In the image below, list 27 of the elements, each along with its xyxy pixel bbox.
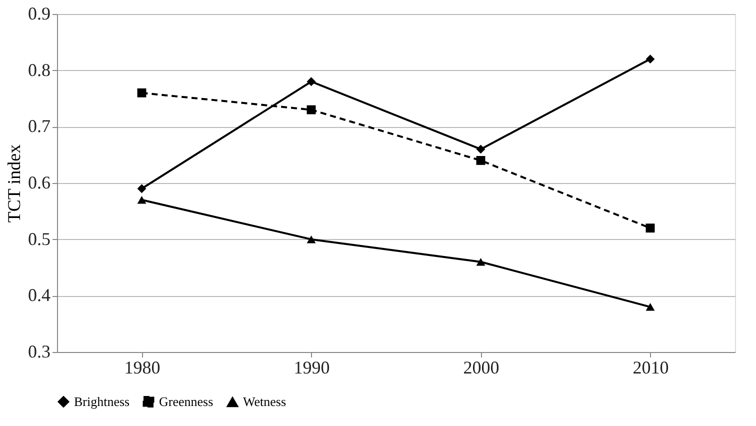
point: [646, 54, 655, 64]
point: [646, 303, 655, 311]
y-tick-label: 0.9: [28, 4, 50, 24]
legend-label: Wetness: [243, 394, 286, 410]
y-axis-title: TCT index: [4, 144, 24, 223]
x-tick-label: 1980: [124, 358, 160, 378]
point: [137, 88, 146, 98]
y-tick-label: 0.5: [28, 228, 50, 249]
y-tick-label: 0.3: [28, 342, 50, 362]
point: [476, 156, 486, 165]
point: [476, 144, 486, 154]
y-tick-label: 0.6: [28, 172, 50, 192]
y-tick-label: 0.4: [28, 285, 50, 306]
x-tick-label: 2000: [463, 358, 500, 378]
y-tick-label: 0.7: [28, 116, 50, 136]
point: [306, 77, 316, 86]
x-tick-label: 1990: [294, 358, 330, 378]
point: [306, 105, 316, 114]
point: [646, 224, 655, 233]
point: [476, 258, 486, 266]
y-tick-label: 0.8: [28, 60, 50, 80]
legend-label: Greenness: [159, 394, 214, 409]
point: [137, 184, 146, 194]
point: [137, 196, 146, 204]
x-tick-label: 2010: [632, 358, 669, 378]
legend-label: Brightness: [74, 394, 130, 409]
point: [306, 235, 316, 244]
